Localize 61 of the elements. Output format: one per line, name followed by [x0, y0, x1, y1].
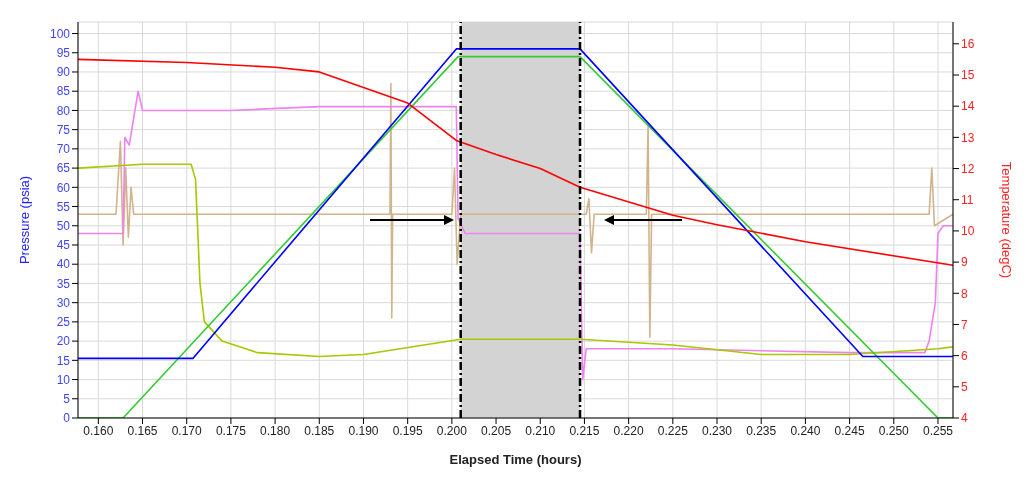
y-tick-label: 100: [49, 26, 71, 41]
y-axis-title: Pressure (psia): [16, 175, 32, 265]
y-tick-label: 95: [56, 46, 71, 61]
y-tick-label: 20: [56, 334, 71, 349]
x-tick-label: 0.240: [790, 423, 821, 438]
y2-tick-label: 5: [961, 380, 968, 395]
line-series: [78, 90, 953, 381]
x-tick-label: 0.205: [481, 423, 512, 438]
y-tick-label: 15: [56, 353, 71, 368]
x-tick-label: 0.235: [746, 423, 777, 438]
x-tick-label: 0.255: [922, 423, 954, 438]
x-tick-label: 0.200: [436, 423, 468, 438]
x-tick-label: 0.170: [171, 423, 203, 438]
x-tick-label: 0.230: [702, 423, 733, 438]
x-tick-label: 0.250: [878, 423, 910, 438]
y2-tick-label: 7: [961, 317, 968, 332]
x-tick-label: 0.195: [392, 423, 424, 438]
y2-tick-label: 12: [961, 161, 975, 176]
x-tick-label: 0.215: [569, 423, 600, 438]
line-series: [78, 58, 953, 267]
y-tick-label: 0: [63, 411, 71, 426]
y-tick-label: 60: [56, 180, 71, 195]
y2-tick-label: 11: [961, 192, 974, 207]
y2-tick-label: 13: [961, 130, 975, 145]
y2-tick-label: 9: [961, 255, 968, 270]
y2-tick-label: 14: [961, 99, 975, 114]
y-tick-label: 25: [56, 315, 71, 330]
y-tick-label: 50: [56, 219, 71, 234]
y2-tick-label: 8: [961, 286, 968, 301]
y2-tick-label: 15: [961, 68, 975, 83]
y-tick-label: 85: [56, 84, 71, 99]
y-tick-label: 90: [56, 65, 71, 80]
y2-tick-label: 4: [961, 411, 968, 426]
x-tick-label: 0.185: [304, 423, 335, 438]
x-tick-label: 0.225: [657, 423, 689, 438]
x-tick-label: 0.160: [83, 423, 114, 438]
x-tick-label: 0.180: [260, 423, 291, 438]
y2-tick-label: 6: [961, 348, 968, 363]
y2-axis-title: Temperature (degC): [999, 161, 1015, 279]
y-tick-label: 55: [56, 199, 71, 214]
x-tick-label: 0.175: [215, 423, 247, 438]
y-tick-label: 70: [56, 142, 71, 157]
x-axis-title: Elapsed Time (hours): [449, 452, 582, 467]
y2-tick-label: 16: [961, 37, 975, 52]
y-tick-label: 45: [56, 238, 71, 253]
y-tick-label: 80: [56, 103, 71, 118]
y-tick-label: 30: [56, 295, 71, 310]
y-tick-label: 35: [56, 276, 71, 291]
y2-tick-label: 10: [961, 224, 975, 239]
y-tick-label: 10: [56, 372, 71, 387]
y-tick-label: 5: [63, 392, 71, 407]
x-tick-label: 0.220: [613, 423, 644, 438]
x-tick-label: 0.245: [834, 423, 865, 438]
y-tick-label: 75: [56, 122, 71, 137]
y-tick-label: 40: [56, 257, 71, 272]
line-series: [78, 163, 953, 358]
x-tick-label: 0.165: [127, 423, 158, 438]
x-tick-label: 0.190: [348, 423, 379, 438]
y-tick-label: 65: [56, 161, 71, 176]
x-tick-label: 0.210: [525, 423, 556, 438]
line-series: [78, 82, 953, 339]
